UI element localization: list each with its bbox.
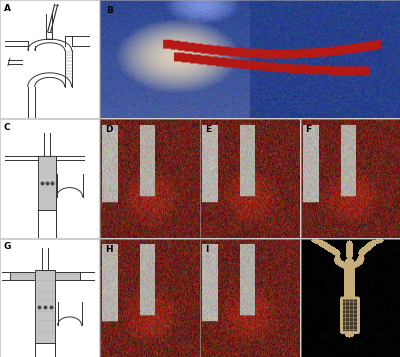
Text: H: H xyxy=(105,245,113,253)
Bar xyxy=(55,272,80,280)
Text: J: J xyxy=(308,245,312,253)
Text: C: C xyxy=(4,123,11,132)
Text: B: B xyxy=(106,6,113,15)
Text: I: I xyxy=(205,245,209,253)
Bar xyxy=(38,156,56,210)
Bar xyxy=(10,272,35,280)
Text: E: E xyxy=(205,125,212,134)
Text: F: F xyxy=(306,125,312,134)
Text: D: D xyxy=(105,125,113,134)
Text: G: G xyxy=(4,242,11,251)
Text: A: A xyxy=(4,4,11,12)
Bar xyxy=(35,271,55,343)
